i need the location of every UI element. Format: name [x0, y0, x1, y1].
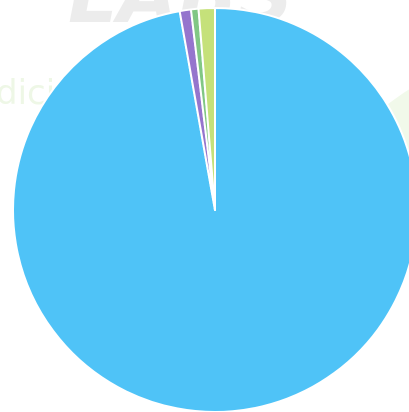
- pie-slice-4[interactable]: [197, 7, 216, 211]
- pie-slice-1[interactable]: [12, 7, 409, 412]
